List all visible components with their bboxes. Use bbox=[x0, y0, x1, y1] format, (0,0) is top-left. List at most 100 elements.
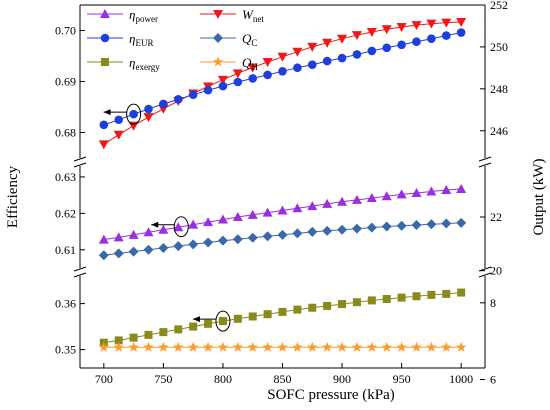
data-point-exergy bbox=[338, 300, 347, 309]
data-point-power bbox=[128, 229, 139, 239]
data-point-power bbox=[158, 224, 169, 234]
data-point-power bbox=[232, 212, 243, 221]
data-point-w-net bbox=[411, 21, 422, 31]
data-point-exergy bbox=[248, 312, 257, 321]
x-tick-label: 950 bbox=[393, 372, 411, 386]
data-point-power bbox=[411, 187, 422, 197]
data-point-q-h bbox=[277, 341, 288, 352]
right-y-tick-label: 8 bbox=[490, 296, 496, 310]
data-point-eur bbox=[218, 81, 228, 91]
axis-break-mark bbox=[478, 156, 492, 162]
data-point-exergy bbox=[233, 314, 242, 323]
left-y-tick-label: 0.62 bbox=[55, 206, 76, 220]
x-tick-label: 850 bbox=[274, 372, 292, 386]
data-point-q-h bbox=[426, 341, 437, 352]
right-y-tick-label: 6 bbox=[490, 373, 496, 387]
left-y-tick-label: 0.70 bbox=[55, 24, 76, 38]
data-point-q-h bbox=[98, 341, 110, 352]
axis-break-mark bbox=[73, 156, 87, 162]
left-y-tick-label: 0.69 bbox=[55, 75, 76, 89]
data-point-exergy bbox=[174, 325, 183, 334]
data-point-q-c bbox=[247, 232, 258, 243]
axis-break-mark bbox=[73, 266, 87, 272]
data-point-w-net bbox=[292, 47, 303, 57]
data-point-eur bbox=[263, 70, 272, 80]
annotation-ellipse bbox=[215, 310, 231, 332]
data-point-q-h bbox=[173, 341, 184, 352]
series-line-eur bbox=[103, 32, 462, 126]
data-point-q-c bbox=[232, 234, 243, 245]
legend-marker bbox=[100, 33, 110, 43]
annotation-arrowhead bbox=[192, 316, 200, 323]
data-point-w-net bbox=[217, 75, 228, 85]
data-point-eur bbox=[188, 90, 198, 100]
right-y-tick-label: 250 bbox=[490, 40, 508, 54]
data-point-eur bbox=[144, 104, 153, 114]
data-point-q-c bbox=[143, 244, 154, 255]
data-point-exergy bbox=[144, 330, 153, 339]
data-point-power bbox=[322, 198, 333, 208]
data-point-q-c bbox=[381, 221, 392, 232]
data-point-eur bbox=[203, 85, 213, 95]
data-point-q-h bbox=[187, 341, 199, 352]
data-point-power bbox=[217, 214, 228, 224]
data-point-q-c bbox=[307, 226, 318, 237]
data-point-eur bbox=[278, 67, 287, 76]
data-point-exergy bbox=[293, 305, 302, 314]
data-point-eur bbox=[352, 50, 362, 59]
data-point-eur bbox=[441, 31, 451, 40]
data-point-q-c bbox=[337, 224, 348, 235]
data-point-w-net bbox=[456, 17, 467, 27]
data-point-exergy bbox=[263, 310, 272, 319]
data-point-exergy bbox=[129, 333, 138, 342]
data-point-eur bbox=[233, 77, 243, 87]
data-point-power bbox=[396, 189, 407, 199]
data-point-w-net bbox=[277, 52, 288, 62]
legend-marker bbox=[213, 10, 223, 19]
series-line-w-net bbox=[103, 21, 462, 145]
data-point-eur bbox=[99, 120, 109, 130]
axis-break-mark bbox=[73, 162, 87, 168]
x-tick-label: 900 bbox=[333, 372, 351, 386]
legend-marker bbox=[213, 33, 223, 43]
data-point-w-net bbox=[381, 25, 392, 35]
data-point-q-c bbox=[262, 231, 273, 242]
data-point-eur bbox=[337, 53, 347, 63]
legend-label: ηpower bbox=[129, 7, 158, 24]
data-point-power bbox=[441, 185, 452, 195]
legend-marker bbox=[101, 58, 109, 66]
left-y-tick-label: 0.68 bbox=[55, 126, 76, 140]
data-point-q-c bbox=[456, 217, 467, 228]
legend-label: Wnet bbox=[242, 7, 264, 24]
data-point-exergy bbox=[159, 328, 168, 337]
data-point-w-net bbox=[232, 69, 243, 79]
data-point-w-net bbox=[396, 23, 407, 33]
data-point-power bbox=[98, 234, 109, 244]
data-point-q-c bbox=[158, 242, 169, 253]
legend-label: ηEUR bbox=[129, 31, 153, 48]
data-point-q-h bbox=[143, 341, 154, 352]
data-point-q-h bbox=[396, 341, 407, 352]
data-point-exergy bbox=[382, 295, 391, 303]
data-point-power bbox=[262, 207, 273, 217]
data-point-eur bbox=[382, 43, 392, 53]
data-point-q-c bbox=[113, 248, 124, 259]
data-point-power bbox=[203, 217, 214, 227]
data-point-eur bbox=[367, 46, 377, 56]
data-point-q-c bbox=[217, 235, 228, 246]
data-point-eur bbox=[456, 28, 466, 37]
data-point-power bbox=[277, 205, 288, 215]
data-point-w-net bbox=[143, 113, 154, 123]
data-point-q-c bbox=[128, 246, 139, 257]
data-point-power bbox=[307, 201, 318, 211]
data-point-w-net bbox=[98, 140, 109, 150]
data-point-q-h bbox=[381, 341, 392, 352]
data-point-exergy bbox=[397, 293, 406, 302]
data-point-q-h bbox=[262, 341, 273, 352]
annotation-arrowhead bbox=[103, 109, 111, 116]
left-y-tick-label: 0.63 bbox=[55, 170, 76, 184]
data-point-exergy bbox=[308, 303, 317, 312]
right-y-tick-label: 248 bbox=[490, 82, 508, 96]
data-point-exergy bbox=[323, 301, 332, 310]
